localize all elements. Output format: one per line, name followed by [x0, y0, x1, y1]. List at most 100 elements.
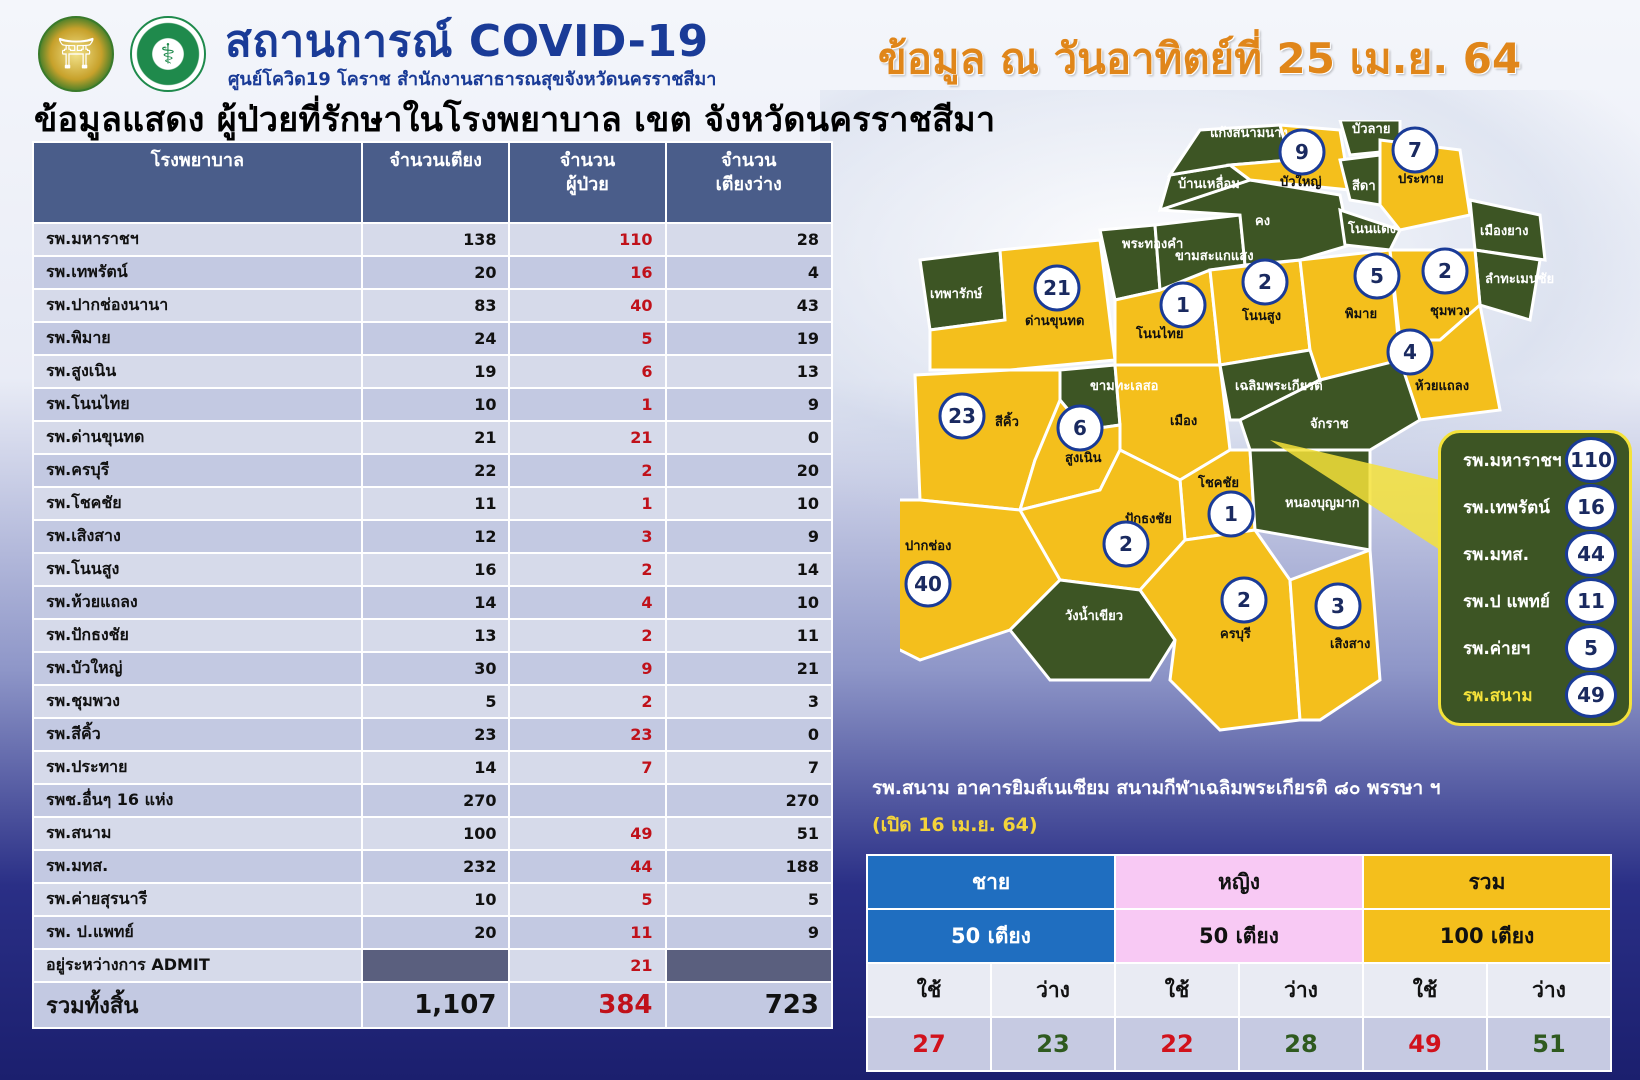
district-soengsang — [1288, 547, 1382, 722]
male-free-label: ว่าง — [990, 962, 1116, 1018]
hospital-name-cell: รพ.บัวใหญ่ — [32, 651, 363, 686]
case-count-bubble: 2 — [1220, 576, 1268, 624]
beds-cell: 19 — [360, 354, 511, 389]
patients-cell: 23 — [508, 717, 667, 752]
district-label: ลำทะเมนชัย — [1485, 271, 1554, 287]
free-beds-cell: 0 — [664, 717, 834, 752]
bubble-value: 2 — [1258, 270, 1272, 294]
female-used-value: 22 — [1114, 1016, 1240, 1072]
beds-cell: 23 — [360, 717, 511, 752]
bubble-circle — [1220, 576, 1268, 624]
female-used-label: ใช้ — [1114, 962, 1240, 1018]
table-row: รพ.ครบุรี 22 2 20 — [32, 453, 834, 488]
legend-patient-count: 110 — [1565, 437, 1617, 483]
beds-cell: 10 — [360, 882, 511, 917]
hospital-name-cell: รพ.ห้วยแถลง — [32, 585, 363, 620]
patients-cell: 4 — [508, 585, 667, 620]
free-beds-cell: 10 — [664, 486, 834, 521]
table-row: รพ.โนนไทย 10 1 9 — [32, 387, 834, 422]
case-count-bubble: 21 — [1033, 264, 1081, 312]
admit-free-empty — [664, 948, 834, 983]
hospital-name-cell: รพ.โนนสูง — [32, 552, 363, 587]
female-group-label: หญิง — [1114, 854, 1364, 910]
hospital-name-cell: รพ.โชคชัย — [32, 486, 363, 521]
ministry-public-health-logo: ⚕ — [130, 16, 206, 92]
hospital-name-cell: รพ.ด่านขุนทด — [32, 420, 363, 455]
hospital-name-cell: รพ.เทพรัตน์ — [32, 255, 363, 290]
hospital-name-cell: รพ.โนนไทย — [32, 387, 363, 422]
legend-row: รพ.มทส. 44 — [1441, 531, 1629, 577]
total-free: 723 — [664, 981, 834, 1029]
free-beds-cell: 51 — [664, 816, 834, 851]
legend-row: รพ.มหาราชฯ 110 — [1441, 437, 1629, 483]
bubble-value: 40 — [914, 572, 942, 596]
provincial-health-logo: ⛩ — [38, 16, 114, 92]
male-used-value: 27 — [866, 1016, 992, 1072]
bubble-value: 7 — [1408, 138, 1422, 162]
bubble-value: 9 — [1295, 140, 1309, 164]
district-label: ห้วยแถลง — [1415, 378, 1469, 394]
beds-cell: 22 — [360, 453, 511, 488]
district-label: สีคิ้ว — [995, 411, 1019, 430]
district-label: โนนไทย — [1135, 325, 1183, 342]
patients-cell: 16 — [508, 255, 667, 290]
district-label: เทพารักษ์ — [930, 286, 983, 302]
table-row: รพ.ค่ายสุรนารี 10 5 5 — [32, 882, 834, 917]
hospital-name-cell: รพ.ปักธงชัย — [32, 618, 363, 653]
bubble-circle — [1102, 520, 1150, 568]
district-label: โนนสูง — [1241, 307, 1281, 324]
table-row: รพ.สนาม 100 49 51 — [32, 816, 834, 851]
free-beds-cell: 43 — [664, 288, 834, 323]
free-beds-cell: 10 — [664, 585, 834, 620]
district-label: จักราช — [1310, 417, 1349, 432]
table-row: รพ.ชุมพวง 5 2 3 — [32, 684, 834, 719]
bubble-value: 4 — [1403, 340, 1417, 364]
district-label: เมือง — [1170, 413, 1197, 429]
admit-row: อยู่ระหว่างการ ADMIT 21 — [32, 948, 834, 983]
hospital-name-cell: รพ.สีคิ้ว — [32, 717, 363, 752]
total-group-label: รวม — [1362, 854, 1612, 910]
district-label: บัวลาย — [1352, 122, 1390, 137]
bubble-value: 3 — [1331, 594, 1345, 618]
free-beds-cell: 20 — [664, 453, 834, 488]
beds-cell: 30 — [360, 651, 511, 686]
legend-hospital-name: รพ.ค่ายฯ — [1463, 639, 1531, 659]
table-row: รพ.บัวใหญ่ 30 9 21 — [32, 651, 834, 686]
used-free-values-row: 27 23 22 28 49 51 — [866, 1016, 1612, 1072]
bubble-circle — [1241, 258, 1289, 306]
female-free-value: 28 — [1238, 1016, 1364, 1072]
total-patients: 384 — [508, 981, 667, 1029]
table-row: รพ.พิมาย 24 5 19 — [32, 321, 834, 356]
temple-icon: ⛩ — [56, 36, 96, 72]
beds-cell: 20 — [360, 255, 511, 290]
case-count-bubble: 7 — [1391, 126, 1439, 174]
district-label: ด่านขุนทด — [1025, 314, 1084, 329]
case-count-bubble: 1 — [1207, 490, 1255, 538]
beds-cell: 83 — [360, 288, 511, 323]
district-label: เฉลิมพระเกียรติ — [1235, 378, 1323, 394]
free-beds-cell: 3 — [664, 684, 834, 719]
total-used-label: ใช้ — [1362, 962, 1488, 1018]
free-beds-cell: 270 — [664, 783, 834, 818]
hospital-name-cell: รพ.มทส. — [32, 849, 363, 884]
hospital-name-cell: รพ.ค่ายสุรนารี — [32, 882, 363, 917]
hospital-name-cell: รพ.มหาราชฯ — [32, 222, 363, 257]
bubble-value: 5 — [1370, 264, 1384, 288]
legend-connector — [1270, 440, 1440, 550]
hospital-name-cell: รพ.ชุมพวง — [32, 684, 363, 719]
table-row: รพ.สีคิ้ว 23 23 0 — [32, 717, 834, 752]
bubble-circle — [904, 560, 952, 608]
patients-cell: 2 — [508, 684, 667, 719]
patients-cell: 1 — [508, 387, 667, 422]
district-mueangyang — [1468, 198, 1547, 262]
legend-row: รพ.สนาม 49 — [1441, 672, 1629, 718]
legend-patient-count: 16 — [1565, 484, 1617, 530]
district-label: ขามทะเลสอ — [1090, 379, 1158, 394]
hospital-name-cell: รพ. ป.แพทย์ — [32, 915, 363, 950]
beds-cell: 5 — [360, 684, 511, 719]
case-count-bubble: 23 — [938, 392, 986, 440]
beds-cell: 138 — [360, 222, 511, 257]
bubble-circle — [1159, 281, 1207, 329]
bubble-circle — [1033, 264, 1081, 312]
page-subtitle: ศูนย์โควิด19 โคราช สำนักงานสาธารณสุขจังห… — [228, 69, 717, 90]
